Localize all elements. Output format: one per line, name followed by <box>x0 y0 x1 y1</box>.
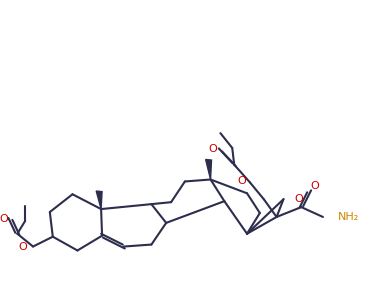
Text: O: O <box>208 144 217 154</box>
Text: O: O <box>18 242 27 251</box>
Polygon shape <box>96 191 102 209</box>
Text: O: O <box>294 194 303 204</box>
Polygon shape <box>206 160 212 179</box>
Text: NH₂: NH₂ <box>338 212 359 222</box>
Text: O: O <box>311 181 319 192</box>
Text: O: O <box>0 214 9 224</box>
Text: O: O <box>238 177 247 186</box>
